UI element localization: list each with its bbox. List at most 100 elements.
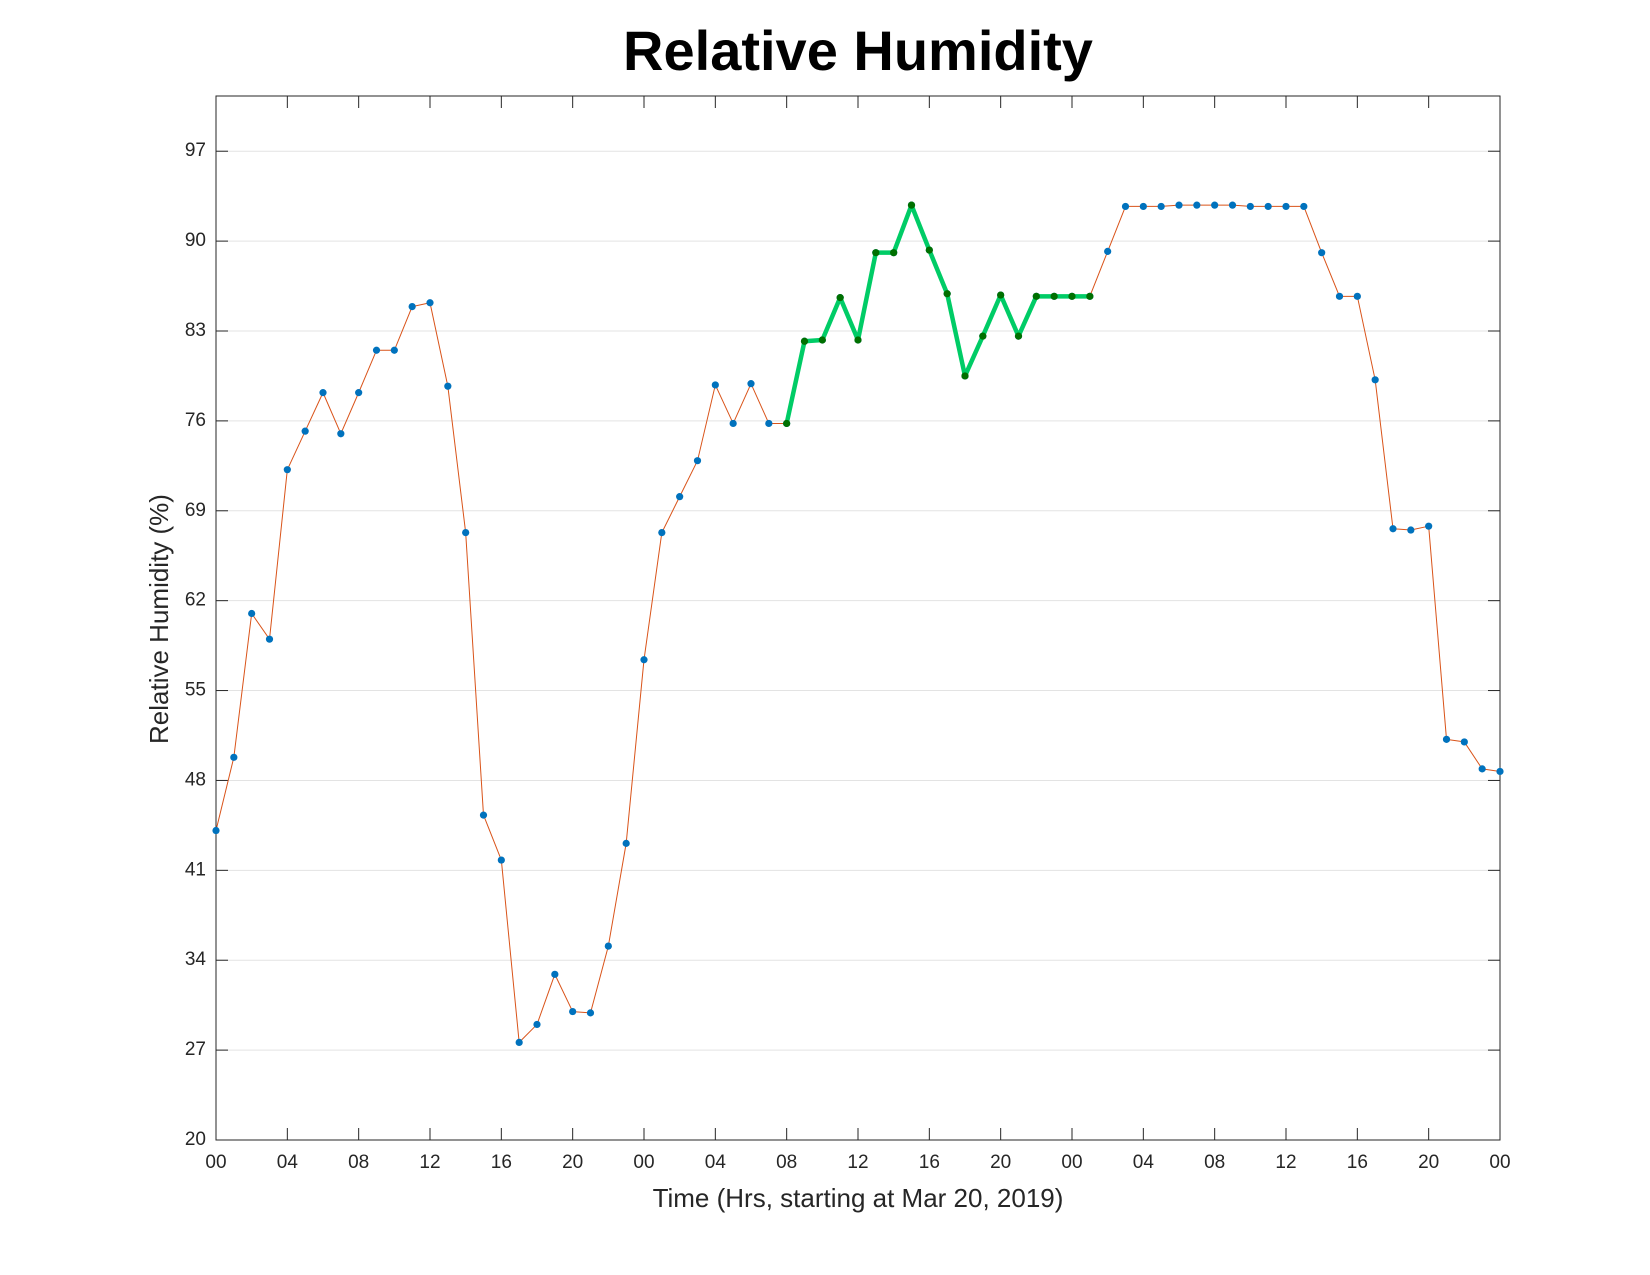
y-axis-label: Relative Humidity (%): [144, 494, 174, 744]
data-point: [265, 635, 274, 643]
data-point: [390, 346, 398, 354]
data-point: [355, 389, 363, 397]
x-axis-label: Time (Hrs, starting at Mar 20, 2019): [653, 1183, 1064, 1213]
x-tick-label: 16: [1347, 1152, 1368, 1173]
x-tick-label: 08: [776, 1152, 797, 1173]
x-tick-label: 20: [562, 1152, 583, 1173]
y-tick-label: 90: [185, 230, 206, 251]
data-point: [818, 336, 826, 344]
data-point: [1318, 249, 1326, 257]
data-point: [533, 1020, 541, 1029]
data-point: [1425, 522, 1433, 530]
y-tick-label: 76: [185, 410, 206, 431]
x-tick-label: 16: [491, 1152, 512, 1173]
data-point: [1282, 202, 1290, 211]
x-tick-label: 00: [633, 1152, 654, 1173]
y-tick-label: 62: [185, 590, 206, 611]
data-point: [248, 609, 256, 618]
data-point: [604, 942, 612, 950]
data-point: [1389, 525, 1397, 533]
x-tick-label: 08: [348, 1152, 369, 1173]
data-point: [729, 419, 737, 428]
x-tick-label: 04: [277, 1152, 299, 1173]
data-point: [1371, 376, 1379, 384]
data-point: [479, 811, 488, 819]
y-tick-label: 69: [185, 500, 206, 521]
data-point: [569, 1007, 577, 1016]
data-point: [1246, 202, 1254, 211]
data-point: [1032, 292, 1040, 300]
y-tick-label: 41: [185, 859, 206, 880]
data-point: [800, 337, 809, 345]
data-point: [1086, 292, 1094, 300]
data-point: [1193, 201, 1201, 209]
data-point: [783, 419, 791, 428]
data-point: [283, 466, 291, 474]
data-point: [1228, 201, 1237, 209]
data-point: [1442, 735, 1451, 743]
y-tick-label: 20: [185, 1129, 206, 1150]
data-point: [551, 970, 559, 978]
data-point: [586, 1009, 595, 1017]
data-point: [997, 291, 1005, 299]
data-point: [337, 430, 345, 438]
data-point: [854, 336, 862, 344]
data-point: [640, 656, 648, 664]
data-point: [1157, 202, 1165, 211]
x-tick-label: 20: [1418, 1152, 1439, 1173]
x-tick-label: 12: [419, 1152, 440, 1173]
chart-title: Relative Humidity: [623, 19, 1093, 82]
data-point: [319, 389, 327, 397]
data-point: [462, 529, 470, 537]
data-point: [1014, 332, 1023, 340]
data-point: [890, 249, 898, 257]
y-tick-label: 55: [185, 680, 206, 701]
y-tick-label: 83: [185, 320, 206, 341]
data-point: [979, 332, 987, 340]
data-point: [693, 457, 702, 465]
x-tick-label: 04: [705, 1152, 727, 1173]
y-tick-label: 27: [185, 1039, 206, 1060]
x-tick-label: 12: [1275, 1152, 1296, 1173]
data-point: [658, 529, 666, 537]
data-point: [925, 246, 933, 254]
data-point: [1407, 526, 1415, 534]
y-tick-label: 97: [185, 140, 206, 161]
data-point: [515, 1038, 523, 1047]
data-point: [622, 839, 630, 847]
y-tick-label: 48: [185, 769, 206, 790]
data-point: [836, 294, 844, 302]
data-point: [1478, 765, 1486, 773]
data-point: [1121, 202, 1130, 211]
data-point: [1460, 738, 1468, 746]
data-point: [1175, 201, 1183, 209]
data-point: [230, 753, 238, 761]
data-point: [212, 826, 220, 835]
data-point: [1211, 201, 1219, 209]
x-tick-label: 20: [990, 1152, 1011, 1173]
data-point: [1264, 202, 1272, 211]
x-tick-label: 00: [1061, 1152, 1082, 1173]
x-tick-label: 00: [205, 1152, 226, 1173]
data-point: [1300, 202, 1308, 211]
data-point: [372, 346, 381, 354]
data-point: [1335, 292, 1344, 300]
x-tick-label: 12: [847, 1152, 868, 1173]
data-point: [1068, 292, 1076, 300]
data-point: [1496, 767, 1504, 776]
plot-frame: [215, 95, 1501, 1141]
data-point: [711, 381, 719, 389]
data-point: [408, 302, 416, 311]
data-point: [872, 249, 880, 257]
data-point: [765, 419, 773, 428]
data-point: [747, 380, 755, 388]
data-point: [1139, 202, 1147, 211]
y-tick-label: 34: [185, 949, 207, 970]
data-point: [943, 290, 951, 298]
data-point: [907, 201, 916, 209]
data-point: [961, 372, 969, 380]
x-tick-label: 08: [1204, 1152, 1225, 1173]
data-point: [426, 299, 434, 307]
